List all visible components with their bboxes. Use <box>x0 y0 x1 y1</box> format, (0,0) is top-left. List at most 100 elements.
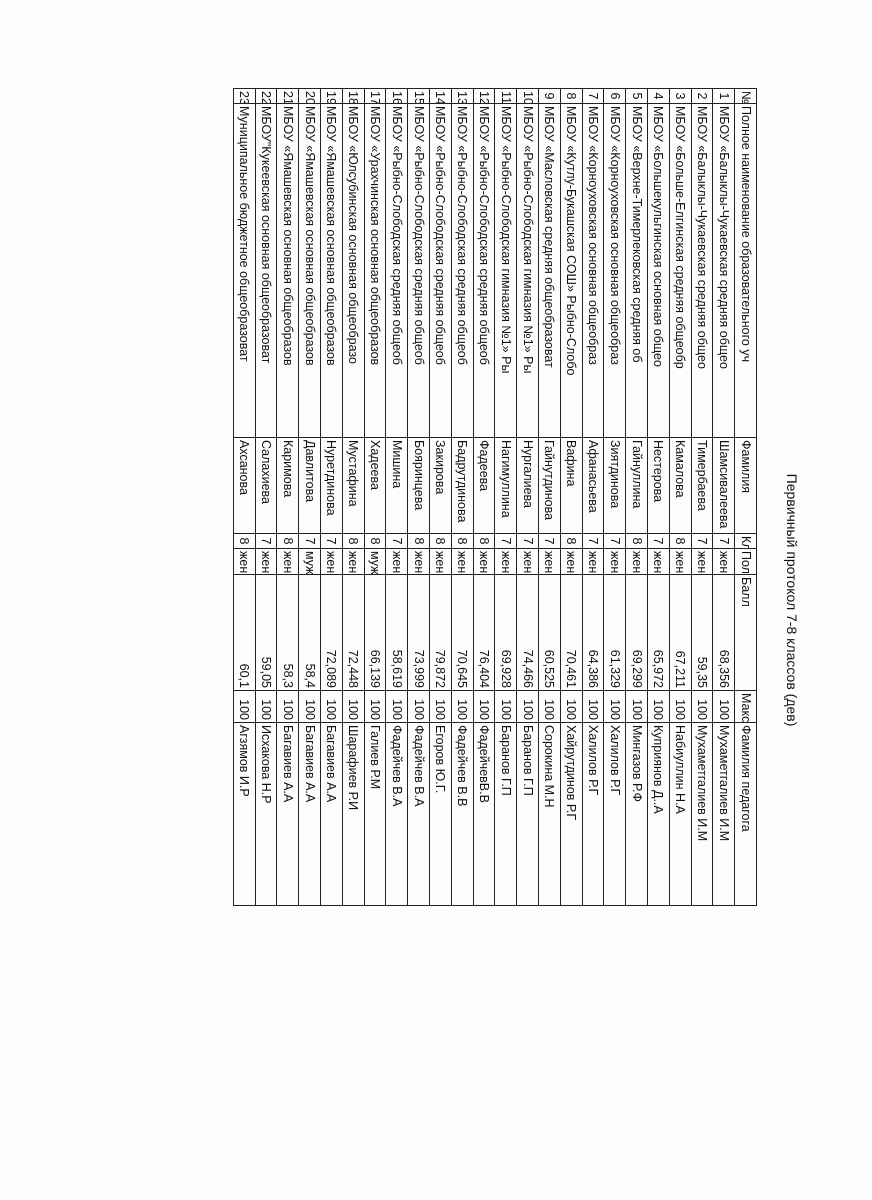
cell-grade: 8 <box>451 533 474 549</box>
cell-school-name: МБОУ «Большекульгинская основная общео <box>647 103 670 438</box>
cell-score: 69,299 <box>625 574 648 691</box>
cell-grade: 7 <box>538 533 561 549</box>
cell-row-number: 11 <box>494 88 517 104</box>
cell-score: 58,619 <box>385 574 408 691</box>
table-row: 10 МБОУ «Рыбно-Слободская гимназия №1» Ры… <box>516 88 539 906</box>
cell-grade: 8 <box>276 533 299 549</box>
protocol-table: № Полное наименование образовательного уч… <box>233 88 757 906</box>
header-teacher-name: Фамилия педагога <box>734 722 757 906</box>
cell-teacher-name: Егоров Ю.Г. <box>429 722 452 906</box>
cell-gender: жен <box>233 548 256 575</box>
cell-student-surname: Нестерова <box>647 437 670 534</box>
cell-row-number: 3 <box>669 88 692 104</box>
cell-score: 64,386 <box>582 574 604 691</box>
cell-student-surname: Бояринцева <box>407 437 430 534</box>
table-row: 12 МБОУ «Рыбно-Слободская средняя общеоб Ф… <box>473 88 495 906</box>
cell-teacher-name: Мухаметгалиев И.М <box>712 722 735 906</box>
cell-student-surname: Шамсивалеева <box>712 437 735 534</box>
cell-gender: жен <box>712 548 735 575</box>
cell-score: 66,139 <box>364 574 386 691</box>
cell-max-score: 100 <box>298 690 321 723</box>
cell-teacher-name: Исхакова Н.Р <box>255 722 277 906</box>
cell-student-surname: Гайнутдинова <box>538 437 561 534</box>
cell-max-score: 100 <box>582 690 604 723</box>
cell-max-score: 100 <box>538 690 561 723</box>
cell-max-score: 100 <box>255 690 277 723</box>
cell-max-score: 100 <box>276 690 299 723</box>
cell-max-score: 100 <box>560 690 583 723</box>
cell-max-score: 100 <box>603 690 626 723</box>
cell-gender: жен <box>691 548 713 575</box>
cell-gender: муж <box>298 548 321 575</box>
cell-grade: 7 <box>647 533 670 549</box>
cell-teacher-name: Мухаметгалиев И.М <box>691 722 713 906</box>
cell-school-name: МБОУ «Балыклы-Чукаевская средняя общео <box>712 103 735 438</box>
cell-student-surname: Нуретдинова <box>320 437 343 534</box>
table-row: 6 МБОУ «Корноуховская основная общеобраз З… <box>603 88 626 906</box>
cell-gender: жен <box>473 548 495 575</box>
cell-student-surname: Нагимуллина <box>494 437 517 534</box>
table-row: 4 МБОУ «Большекульгинская основная общео Н… <box>647 88 670 906</box>
cell-max-score: 100 <box>691 690 713 723</box>
cell-max-score: 100 <box>451 690 474 723</box>
cell-gender: жен <box>538 548 561 575</box>
cell-max-score: 100 <box>625 690 648 723</box>
table-row: 7 МБОУ «Корноуховская основная общеобраз А… <box>582 88 604 906</box>
table-row: 16 МБОУ «Рыбно-Слободская средняя общеоб М… <box>385 88 408 906</box>
cell-score: 61,329 <box>603 574 626 691</box>
cell-school-name: МБОУ «Масловская средняя общеобразоват <box>538 103 561 438</box>
cell-student-surname: Закирова <box>429 437 452 534</box>
cell-teacher-name: Сорокина М.Н <box>538 722 561 906</box>
cell-teacher-name: Хайрутдинов Р.Г <box>560 722 583 906</box>
cell-gender: жен <box>385 548 408 575</box>
cell-max-score: 100 <box>320 690 343 723</box>
cell-max-score: 100 <box>342 690 365 723</box>
cell-school-name: МБОУ «Балыклы-Чукаевская средняя общео <box>691 103 713 438</box>
cell-grade: 7 <box>298 533 321 549</box>
cell-grade: 8 <box>407 533 430 549</box>
cell-max-score: 100 <box>647 690 670 723</box>
cell-grade: 8 <box>429 533 452 549</box>
cell-score: 70,645 <box>451 574 474 691</box>
cell-teacher-name: Фадейчев В.А <box>385 722 408 906</box>
cell-score: 59,05 <box>255 574 277 691</box>
cell-gender: жен <box>669 548 692 575</box>
cell-row-number: 14 <box>429 88 452 104</box>
header-row-number: № <box>734 88 757 104</box>
cell-grade: 8 <box>560 533 583 549</box>
cell-score: 73,999 <box>407 574 430 691</box>
cell-row-number: 23 <box>233 88 256 104</box>
cell-row-number: 6 <box>603 88 626 104</box>
cell-row-number: 5 <box>625 88 648 104</box>
cell-max-score: 100 <box>516 690 539 723</box>
table-row: 14 МБОУ «Рыбно-Слободская средняя общеоб З… <box>429 88 452 906</box>
cell-grade: 8 <box>473 533 495 549</box>
cell-score: 58,4 <box>298 574 321 691</box>
cell-row-number: 2 <box>691 88 713 104</box>
cell-row-number: 18 <box>342 88 365 104</box>
cell-student-surname: Нургалиева <box>516 437 539 534</box>
header-score: Балл <box>734 574 757 691</box>
cell-row-number: 13 <box>451 88 474 104</box>
cell-row-number: 7 <box>582 88 604 104</box>
cell-score: 60,525 <box>538 574 561 691</box>
cell-row-number: 19 <box>320 88 343 104</box>
cell-gender: жен <box>276 548 299 575</box>
table-row: 5 МБОУ «Верхне-Тимерлековская средняя об Г… <box>625 88 648 906</box>
cell-teacher-name: Багавиев А.А <box>298 722 321 906</box>
cell-student-surname: Гайнуллина <box>625 437 648 534</box>
cell-grade: 8 <box>342 533 365 549</box>
cell-school-name: МБОУ «Ямашевская основная общеобразов <box>298 103 321 438</box>
cell-score: 74,466 <box>516 574 539 691</box>
header-student-surname: Фамилия <box>734 437 757 534</box>
cell-gender: жен <box>560 548 583 575</box>
cell-gender: жен <box>582 548 604 575</box>
cell-grade: 7 <box>255 533 277 549</box>
cell-student-surname: Афанасьева <box>582 437 604 534</box>
cell-school-name: МБОУ «Юлсубинская основная общеобразо <box>342 103 365 438</box>
cell-student-surname: Мишина <box>385 437 408 534</box>
cell-score: 68,356 <box>712 574 735 691</box>
cell-school-name: МБОУ «Кутлу-Букашская СОШ» Рыбно-Слобо <box>560 103 583 438</box>
cell-score: 76,404 <box>473 574 495 691</box>
cell-score: 60,1 <box>233 574 256 691</box>
